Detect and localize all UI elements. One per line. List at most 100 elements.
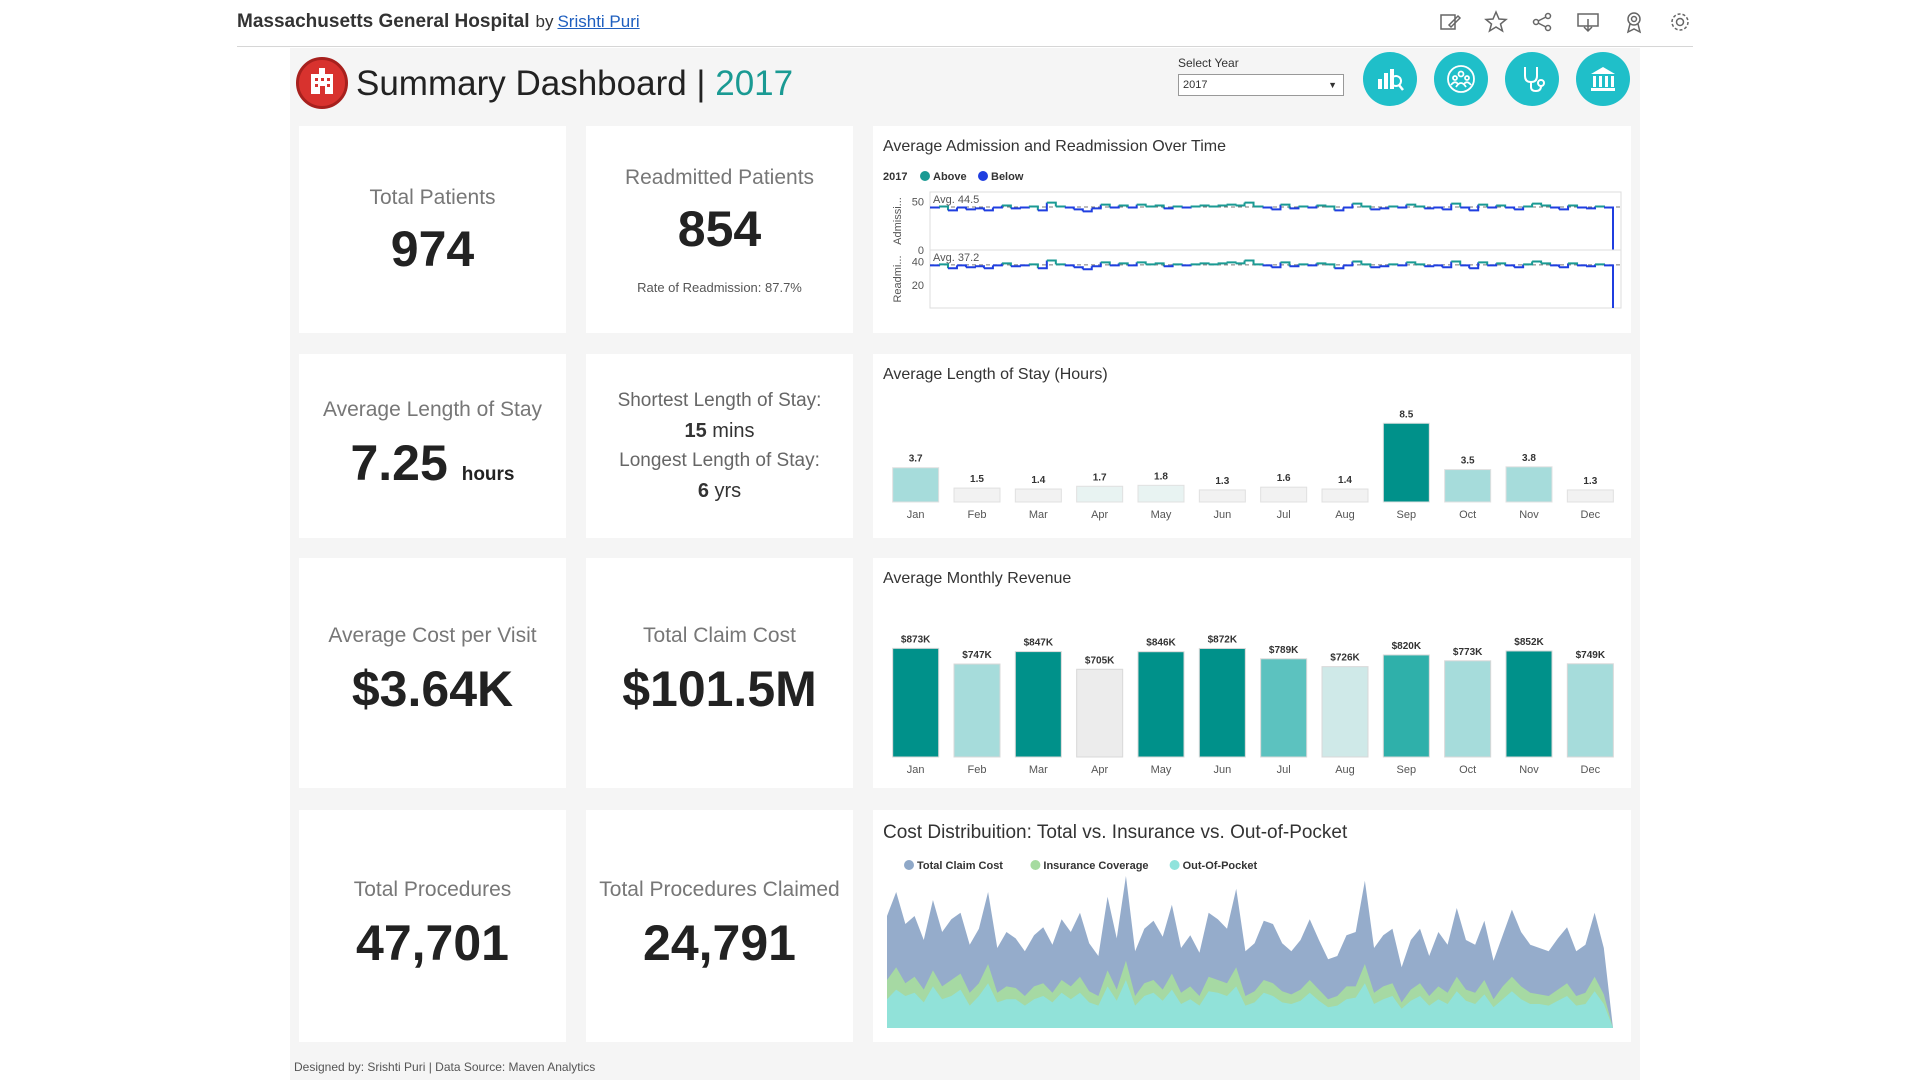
line-segment [1406,261,1417,265]
finance-nav-button[interactable] [1576,52,1630,106]
line-segment [1028,205,1039,211]
shortest-stay-unit: mins [712,420,755,442]
select-year-dropdown[interactable]: 2017 ▼ [1178,74,1344,96]
shortest-stay-label: Shortest Length of Stay: [617,390,822,411]
line-segment [1442,261,1453,269]
line-segment [1451,260,1462,266]
patients-nav-button[interactable] [1434,52,1488,106]
total-procedures-label: Total Procedures [353,878,512,901]
line-segment [956,264,967,268]
bar-feb [953,487,1001,503]
bar-nov [1505,650,1553,758]
line-segment [1604,264,1614,308]
line-segment [1253,205,1264,208]
panel-frame [929,249,1622,309]
line-segment [1127,204,1138,209]
line-segment [1460,264,1471,269]
line-segment [1172,263,1183,266]
subscribe-icon[interactable] [1621,9,1647,35]
settings-icon[interactable] [1667,9,1693,35]
edit-icon[interactable] [1437,9,1463,35]
revenue-chart: $873K Jan $747K Feb $847K Mar $705K Apr $846K May… [892,634,1614,776]
avg-cost-value: $3.64K [351,661,514,717]
line-segment [1235,202,1246,207]
line-segment [1244,259,1255,265]
total-claim-label: Total Claim Cost [643,624,796,647]
line-segment [1451,202,1462,208]
panel-ylabel: Readmi... [892,255,904,302]
avg-label: Avg. 37.2 [933,252,979,264]
x-tick-label: Jul [1277,764,1291,776]
avg-cost-card: Average Cost per Visit $3.64K [299,558,566,788]
bar-label: $852K [1514,637,1544,648]
avg-stay-value: 7.25 [350,435,448,491]
line-segment [1244,201,1255,207]
line-segment [1082,208,1093,213]
stay-chart: 3.7 Jan 1.5 Feb 1.4 Mar 1.7 Apr 1.8 May 1.3 Jun 1.6 J… [892,409,1614,521]
x-tick-label: Jun [1213,509,1231,521]
line-segment [1181,264,1192,267]
line-segment [974,207,985,211]
line-segment [1037,202,1048,212]
total-patients-label: Total Patients [369,186,496,209]
bar-label: $789K [1269,645,1299,656]
bar-label: $820K [1392,641,1422,652]
line-segment [1397,204,1408,209]
line-segment [1316,204,1327,207]
line-segment [1505,264,1516,268]
share-icon[interactable] [1529,9,1555,35]
line-segment [1109,205,1120,209]
x-tick-label: Jan [907,509,925,521]
x-tick-label: Feb [968,509,987,521]
bar-aug [1321,666,1369,758]
line-segment [992,263,1003,267]
line-segment [1577,264,1588,267]
bar-label: 1.8 [1154,471,1168,482]
line-panel-1: Readmi... 40 20 Avg. 37.2 [892,249,1622,309]
bar-label: $873K [901,634,931,645]
legend-0: Total Claim Cost [917,860,1003,872]
line-segment [938,263,949,269]
bar-label: 1.7 [1093,472,1107,483]
line-segment [1487,263,1498,267]
longest-stay-row: 6 yrs [586,480,853,503]
line-segment [930,264,940,267]
footer-credit: Designed by: Srishti Puri | Data Source:… [294,1060,596,1074]
overview-nav-button[interactable] [1363,52,1417,106]
avg-stay-card: Average Length of Stay 7.25 hours [299,354,566,538]
clinical-nav-button[interactable] [1505,52,1559,106]
top-toolbar: Massachusetts General Hospital by Srishti … [237,0,1693,47]
x-tick-label: May [1151,509,1172,521]
line-segment [965,208,976,211]
bar-dec [1566,663,1614,758]
line-segment [1028,263,1039,269]
x-tick-label: Mar [1029,764,1048,776]
line-segment [1010,265,1021,268]
x-tick-label: Mar [1029,509,1048,521]
longest-stay-label: Longest Length of Stay: [619,450,820,471]
line-segment [1361,205,1372,210]
total-procedures-value: 47,701 [356,915,509,971]
bar-label: 3.7 [909,454,923,465]
bar-feb [953,663,1001,758]
line-segment [1325,263,1336,269]
shortest-stay-value: 15 [684,420,707,442]
line-segment [1271,204,1282,211]
procedures-claimed-value: 24,791 [643,915,796,971]
line-segment [1577,206,1588,209]
avg-stay-unit: hours [461,464,515,485]
panel-frame [929,191,1622,251]
line-segment [1541,262,1552,266]
star-icon[interactable] [1483,9,1509,35]
line-segment [1505,206,1516,210]
download-icon[interactable] [1575,9,1601,35]
line-segment [1190,205,1201,208]
line-segment [938,205,949,211]
line-segment [1397,262,1408,267]
workbook-title: Massachusetts General Hospital by Srishti … [237,11,640,33]
line-segment [1217,262,1228,265]
procedures-claimed-label: Total Procedures Claimed [599,878,840,901]
line-segment [947,207,958,212]
author-link[interactable]: Srishti Puri [557,12,640,31]
line-segment [965,266,976,269]
